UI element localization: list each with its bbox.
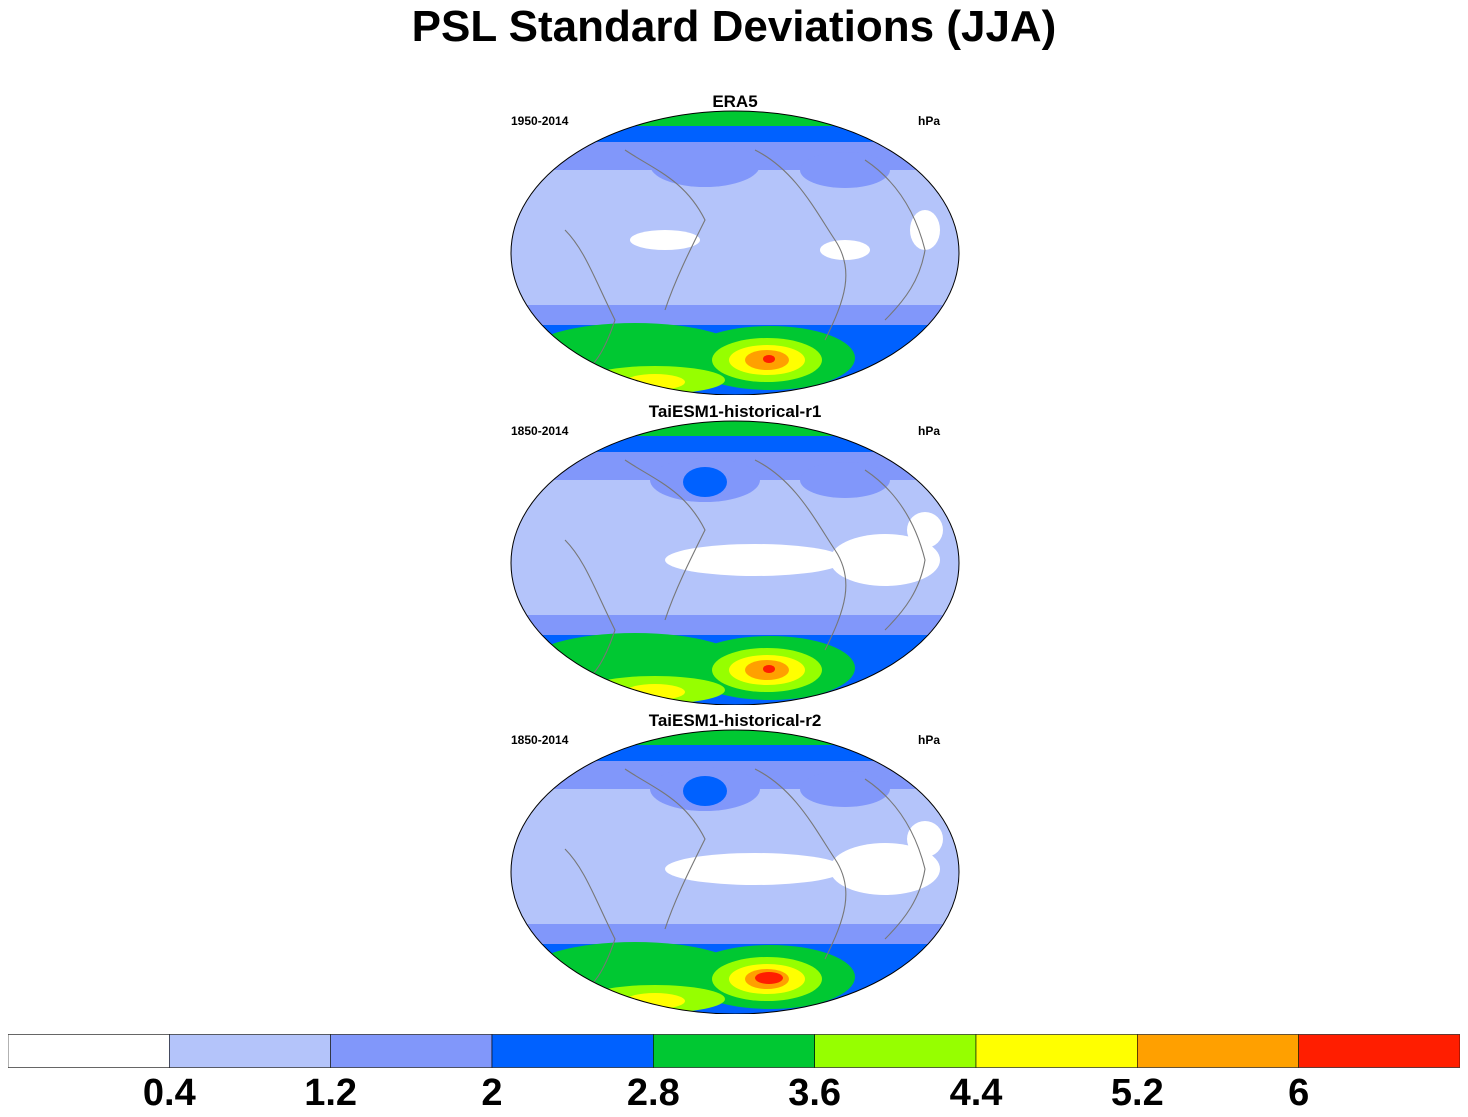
figure-title: PSL Standard Deviations (JJA)	[411, 2, 1057, 51]
colorbar-tick-label: 3.6	[788, 1072, 842, 1114]
contour-fill-antarctic-yellow	[625, 684, 685, 700]
coastline	[564, 848, 616, 990]
colorbar-swatch	[330, 1034, 493, 1068]
coastline	[754, 459, 847, 651]
contour-fill-arctic	[511, 111, 959, 126]
map-plot	[510, 420, 960, 705]
colorbar-tick-label: 2.8	[626, 1072, 680, 1114]
contour-fill-low	[907, 512, 943, 548]
contour-fill-low	[910, 210, 940, 250]
contour-fill-southern-red	[763, 665, 775, 673]
colorbar	[8, 1034, 1460, 1068]
panel-units: hPa	[917, 424, 940, 438]
map-plot	[510, 110, 960, 395]
colorbar-swatch	[8, 1034, 170, 1068]
map-plot	[510, 729, 960, 1014]
colorbar-swatch	[1137, 1034, 1299, 1068]
coastline	[864, 469, 926, 631]
colorbar-tick-label: 2	[481, 1072, 503, 1114]
contour-fill-arctic-edge	[511, 126, 959, 142]
map-outline	[510, 729, 960, 1014]
coastline	[624, 459, 706, 621]
panel-period: 1850-2014	[511, 733, 569, 747]
coastline	[564, 229, 616, 371]
map-outline	[510, 420, 960, 705]
contour-fill-southern-red	[755, 972, 783, 984]
coastline	[754, 768, 847, 960]
panel-units: hPa	[917, 733, 940, 747]
colorbar-swatch	[975, 1034, 1138, 1068]
contour-fill-north-atlantic	[800, 152, 890, 188]
contour-fill-arctic	[511, 730, 959, 745]
contour-fill-antarctic-yellow	[625, 993, 685, 1009]
contour-fill-low	[665, 853, 845, 885]
contour-fill-low	[630, 230, 700, 250]
contour-fill-arctic-edge	[511, 436, 959, 452]
map-outline	[510, 110, 960, 395]
coastline	[624, 149, 706, 311]
contour-fill-low	[830, 843, 940, 895]
contour-fill-low	[820, 240, 870, 260]
coastline	[564, 539, 616, 681]
contour-fill-north-pacific-core	[683, 776, 727, 806]
colorbar-swatch	[814, 1034, 977, 1068]
colorbar-swatch	[1298, 1034, 1460, 1068]
colorbar-tick-label: 6	[1288, 1072, 1310, 1114]
contour-fill-low	[665, 544, 845, 576]
coastline	[754, 149, 847, 341]
colorbar-tick-label: 1.2	[304, 1072, 358, 1114]
colorbar-swatch	[653, 1034, 815, 1068]
map-panel-taiesm1-r2: TaiESM1-historical-r2 1850-2014 hPa	[505, 711, 965, 1014]
coastline	[864, 159, 926, 321]
colorbar-swatch	[169, 1034, 331, 1068]
contour-fill-arctic	[511, 421, 959, 436]
panel-title: ERA5	[712, 92, 758, 111]
coastline	[624, 768, 706, 930]
coastline	[864, 778, 926, 940]
contour-fill-north-atlantic	[800, 771, 890, 807]
colorbar-tick-label: 0.4	[142, 1072, 196, 1114]
contour-fill-low	[907, 821, 943, 857]
colorbar-tick-label: 4.4	[949, 1072, 1003, 1114]
panel-title: TaiESM1-historical-r1	[648, 402, 822, 421]
contour-fill-antarctic-yellow	[625, 374, 685, 390]
map-panel-taiesm1-r1: TaiESM1-historical-r1 1850-2014 hPa	[505, 402, 965, 705]
panel-period: 1950-2014	[511, 114, 569, 128]
contour-fill-north-atlantic	[800, 462, 890, 498]
contour-fill-north-pacific-core	[683, 467, 727, 497]
contour-fill-arctic-edge	[511, 745, 959, 761]
panel-units: hPa	[917, 114, 940, 128]
panel-period: 1850-2014	[511, 424, 569, 438]
colorbar-swatch	[491, 1034, 654, 1068]
contour-fill-north-pacific	[650, 143, 760, 187]
map-panel-era5: ERA5 1950-2014 hPa	[505, 92, 965, 395]
contour-fill-southern-red	[763, 355, 775, 363]
colorbar-tick-label: 5.2	[1110, 1072, 1164, 1114]
contour-fill-low	[830, 534, 940, 586]
panel-title: TaiESM1-historical-r2	[648, 711, 822, 730]
